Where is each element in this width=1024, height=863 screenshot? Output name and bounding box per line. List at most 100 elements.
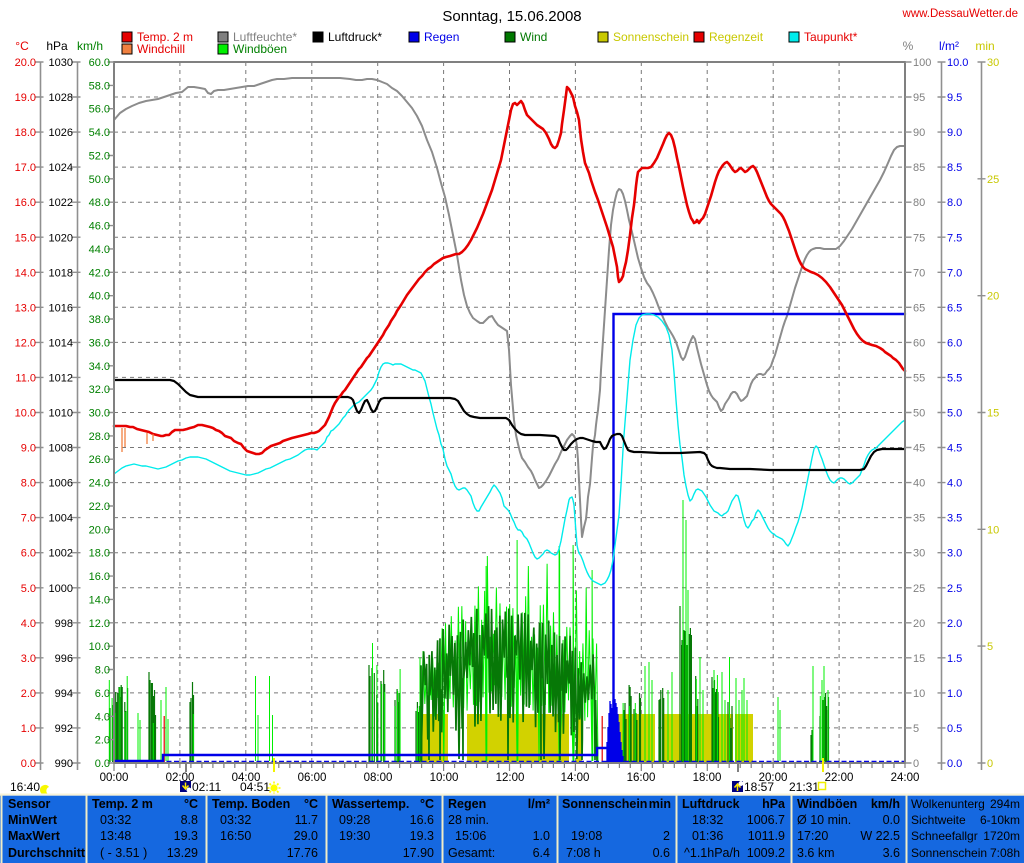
svg-text:01:36: 01:36 [692, 829, 723, 843]
svg-text:1004: 1004 [49, 513, 73, 525]
svg-text:29.0: 29.0 [294, 829, 318, 843]
svg-text:12.0: 12.0 [15, 337, 36, 349]
svg-text:22.0: 22.0 [89, 501, 110, 513]
svg-text:1022: 1022 [49, 197, 73, 209]
svg-text:1016: 1016 [49, 302, 73, 314]
svg-text:Temp. 2 m: Temp. 2 m [92, 797, 153, 811]
svg-text:5.0: 5.0 [947, 408, 962, 420]
svg-text:3.0: 3.0 [21, 653, 36, 665]
svg-text:14.0: 14.0 [89, 594, 110, 606]
svg-text:11.7: 11.7 [295, 813, 318, 827]
svg-text:13:48: 13:48 [100, 829, 131, 843]
svg-text:15:06: 15:06 [455, 829, 486, 843]
svg-text:www.DessauWetter.de: www.DessauWetter.de [902, 8, 1018, 20]
svg-text:42.0: 42.0 [89, 267, 110, 279]
svg-text:9.0: 9.0 [21, 443, 36, 455]
svg-text:0: 0 [913, 758, 919, 770]
svg-text:4.0: 4.0 [95, 711, 110, 723]
svg-text:990: 990 [55, 758, 73, 770]
svg-text:52.0: 52.0 [89, 150, 110, 162]
svg-text:28 min.: 28 min. [448, 813, 489, 827]
svg-text:MinWert: MinWert [8, 813, 58, 827]
svg-text:4.5: 4.5 [947, 443, 962, 455]
svg-text:30: 30 [987, 57, 999, 69]
svg-text:17:20: 17:20 [797, 829, 828, 843]
svg-text:16:50: 16:50 [220, 829, 251, 843]
svg-text:19.3: 19.3 [410, 829, 434, 843]
svg-text:16.0: 16.0 [15, 197, 36, 209]
svg-text:Sensor: Sensor [8, 797, 51, 811]
svg-text:5.0: 5.0 [21, 583, 36, 595]
svg-text:Gesamt:: Gesamt: [448, 846, 495, 860]
svg-text:12.0: 12.0 [89, 618, 110, 630]
svg-text:19:30: 19:30 [339, 829, 370, 843]
svg-text:0: 0 [987, 758, 993, 770]
svg-text:35: 35 [913, 513, 925, 525]
svg-text:Sonnenschein: Sonnenschein [911, 846, 987, 860]
svg-text:1000: 1000 [49, 583, 73, 595]
svg-text:Luftfeuchte*: Luftfeuchte* [233, 30, 297, 44]
svg-text:W 22.5: W 22.5 [860, 829, 900, 843]
svg-text:7.0: 7.0 [21, 513, 36, 525]
svg-text:18:00: 18:00 [693, 772, 722, 784]
svg-text:38.0: 38.0 [89, 314, 110, 326]
svg-text:Wind: Wind [520, 30, 547, 44]
svg-text:17.0: 17.0 [15, 162, 36, 174]
svg-text:6.5: 6.5 [947, 302, 962, 314]
svg-text:1014: 1014 [49, 337, 73, 349]
svg-text:9.5: 9.5 [947, 92, 962, 104]
svg-text:9.0: 9.0 [947, 127, 962, 139]
svg-text:1010: 1010 [49, 408, 73, 420]
svg-text:10.0: 10.0 [947, 57, 968, 69]
svg-text:16.0: 16.0 [89, 571, 110, 583]
svg-text:25: 25 [913, 583, 925, 595]
svg-text:10: 10 [987, 524, 999, 536]
svg-text:03:32: 03:32 [100, 813, 131, 827]
svg-text:85: 85 [913, 162, 925, 174]
svg-text:7.0: 7.0 [947, 267, 962, 279]
svg-text:Taupunkt*: Taupunkt* [804, 30, 858, 44]
svg-text:17.76: 17.76 [287, 846, 318, 860]
svg-text:6-10km: 6-10km [980, 813, 1020, 827]
svg-text:20.0: 20.0 [15, 57, 36, 69]
svg-text:3.0: 3.0 [947, 548, 962, 560]
svg-text:^1.1hPa/h: ^1.1hPa/h [684, 846, 740, 860]
svg-text:6.4: 6.4 [533, 846, 550, 860]
svg-text:04:00: 04:00 [232, 772, 261, 784]
svg-text:11.0: 11.0 [15, 372, 36, 384]
svg-text:Regen: Regen [448, 797, 486, 811]
svg-text:1018: 1018 [49, 267, 73, 279]
svg-text:MaxWert: MaxWert [8, 829, 61, 843]
svg-text:08:00: 08:00 [364, 772, 393, 784]
svg-text:32.0: 32.0 [89, 384, 110, 396]
svg-text:%: % [903, 39, 914, 53]
svg-text:5.5: 5.5 [947, 372, 962, 384]
svg-text:0.0: 0.0 [21, 758, 36, 770]
svg-text:12:00: 12:00 [496, 772, 525, 784]
svg-text:34.0: 34.0 [89, 361, 110, 373]
svg-text:36.0: 36.0 [89, 337, 110, 349]
svg-text:22:00: 22:00 [825, 772, 854, 784]
svg-text:0.0: 0.0 [947, 758, 962, 770]
svg-text:1008: 1008 [49, 443, 73, 455]
svg-text:Durchschnitt: Durchschnitt [8, 846, 86, 860]
svg-text:6.0: 6.0 [95, 688, 110, 700]
svg-text:10:00: 10:00 [430, 772, 459, 784]
svg-text:7.5: 7.5 [947, 232, 962, 244]
svg-text:Luftdruck: Luftdruck [682, 797, 740, 811]
svg-text:1.0: 1.0 [533, 829, 550, 843]
svg-text:294m: 294m [990, 797, 1020, 811]
svg-text:54.0: 54.0 [89, 127, 110, 139]
svg-text:19.0: 19.0 [15, 92, 36, 104]
svg-text:1026: 1026 [49, 127, 73, 139]
svg-text:1720m: 1720m [983, 829, 1020, 843]
svg-text:19:08: 19:08 [571, 829, 602, 843]
svg-text:44.0: 44.0 [89, 244, 110, 256]
svg-text:1.0: 1.0 [947, 688, 962, 700]
svg-text:1009.2: 1009.2 [747, 846, 785, 860]
svg-text:Ø 10 min.: Ø 10 min. [797, 813, 851, 827]
svg-text:Regen: Regen [424, 30, 459, 44]
svg-text:70: 70 [913, 267, 925, 279]
svg-text:6.0: 6.0 [947, 337, 962, 349]
svg-text:26.0: 26.0 [89, 454, 110, 466]
